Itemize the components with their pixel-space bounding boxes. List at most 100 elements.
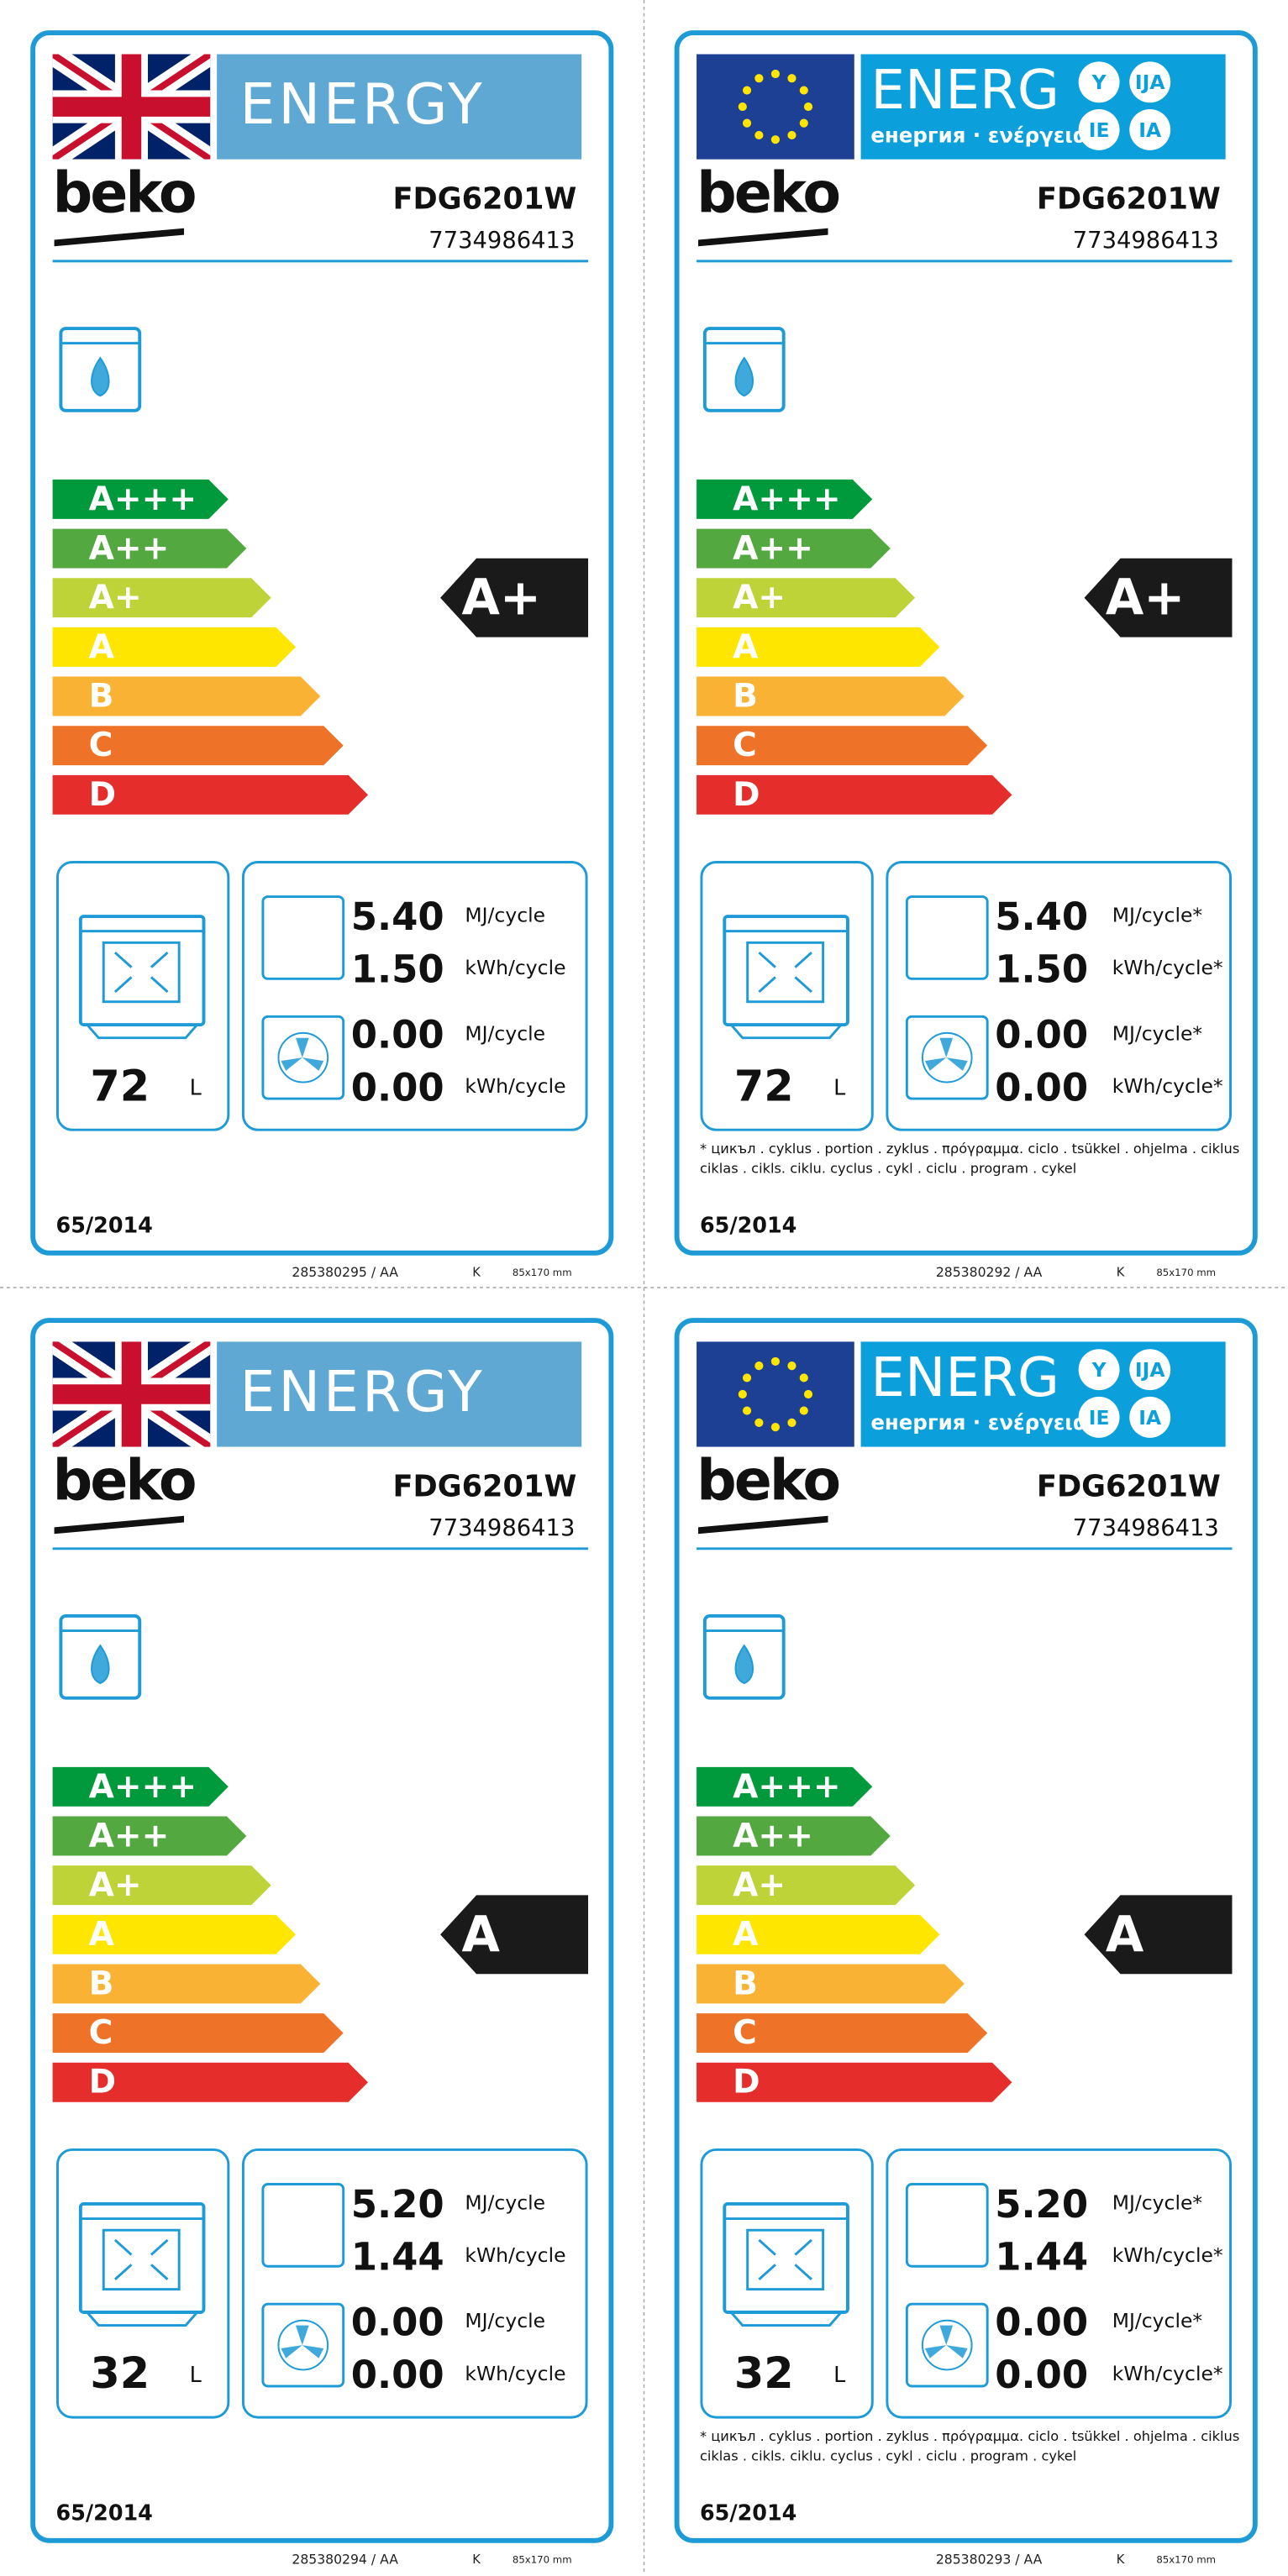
class-label: A [89, 1916, 115, 1954]
brand-underline [698, 1515, 828, 1535]
flag-cross-red [52, 54, 211, 160]
rating-arrow [1084, 1895, 1233, 1975]
class-bar [697, 1914, 940, 1954]
cavity-icon-inner [746, 941, 825, 1004]
eu-star [742, 1373, 752, 1382]
code: 7734986413 [1073, 228, 1219, 254]
brand: beko [697, 160, 839, 226]
consumption-unit: kWh/cycle* [1112, 2243, 1223, 2267]
fan-icon-ring [277, 1031, 329, 1083]
consumption-unit: MJ/cycle* [1112, 1021, 1203, 1045]
language-badge [1129, 1349, 1171, 1391]
cavity-icon-arrows [758, 2238, 812, 2280]
consumption-unit: kWh/cycle* [1112, 2362, 1223, 2385]
brand: beko [53, 1448, 195, 1514]
consumption-value: 0.00 [351, 1013, 444, 1057]
consumption-unit: MJ/cycle* [1112, 2190, 1203, 2214]
fan-icon-ring [277, 2319, 329, 2371]
oven-icon [702, 327, 786, 412]
uk-flag [52, 54, 211, 160]
class-bar [52, 2013, 344, 2054]
regulation: 65/2014 [700, 1213, 796, 1238]
label-border [674, 30, 1258, 1256]
class-label: A++ [733, 1817, 813, 1855]
regulation: 65/2014 [700, 2500, 796, 2525]
class-bar [697, 2013, 988, 2054]
class-bar [52, 1865, 271, 1906]
class-bar [697, 2062, 1012, 2102]
consumption-value: 1.44 [351, 2234, 444, 2279]
consumption-value: 0.00 [995, 1065, 1088, 1110]
class-label: A [89, 628, 115, 666]
class-bar [697, 479, 873, 519]
footer-text: 85x170 mm [513, 1267, 572, 1278]
volume: 32 [90, 2348, 150, 2398]
consumption-box [886, 861, 1232, 1131]
volume-box [56, 861, 230, 1131]
language-badge [1078, 1349, 1120, 1391]
class-bar [52, 676, 321, 716]
consumption-value: 0.00 [995, 1013, 1088, 1057]
consumption-unit: kWh/cycle [465, 2243, 565, 2267]
class-label: B [89, 1965, 114, 2002]
consumption-box [886, 2148, 1232, 2419]
flag-cross-red [52, 1341, 211, 1447]
rating: A+ [1106, 569, 1185, 627]
volume-box [700, 2148, 874, 2419]
class-label: D [733, 776, 760, 814]
footer-text: K [1117, 1265, 1125, 1279]
class-bar [52, 726, 344, 766]
footer-text: K [472, 1265, 481, 1279]
consumption-value: 5.20 [351, 2182, 444, 2227]
flame-icon [91, 356, 110, 397]
consumption-unit: MJ/cycle [465, 1021, 545, 1045]
fan-icon-blades [281, 1037, 324, 1071]
class-label: D [733, 2064, 760, 2101]
volume-unit: L [190, 2362, 202, 2387]
rating-arrow [1084, 558, 1233, 637]
cavity-icon [723, 915, 849, 1027]
language-badge [1078, 61, 1120, 103]
volume: 32 [734, 2348, 794, 2398]
rating: A+ [461, 569, 541, 627]
regulation: 65/2014 [56, 2500, 153, 2525]
class-label: A+ [89, 1866, 142, 1904]
energy-label: ENERGY beko FDG6201W 7734986413 A+++ A++ A+ ABC… [30, 30, 614, 1280]
eu-star [754, 1361, 764, 1371]
class-bar [697, 1964, 965, 2004]
eu-star [754, 1418, 764, 1427]
language-badge [1129, 61, 1171, 103]
footer-text: 285380295 / AA [292, 1264, 398, 1280]
class-label: D [89, 2064, 116, 2101]
consumption-unit: MJ/cycle* [1112, 2309, 1203, 2332]
class-bar [52, 774, 369, 815]
consumption-value: 1.50 [995, 947, 1088, 992]
class-label: D [89, 776, 116, 814]
model: FDG6201W [392, 182, 576, 217]
consumption-unit: MJ/cycle [465, 2309, 545, 2332]
language-badge-text: Y [1091, 1358, 1107, 1382]
header-band [217, 54, 582, 160]
consumption-value: 1.44 [995, 2234, 1088, 2279]
class-label: A [733, 1916, 759, 1954]
consumption-unit: kWh/cycle [465, 956, 565, 979]
consumption-unit: kWh/cycle* [1112, 956, 1223, 979]
fan-icon-ring [921, 2319, 973, 2371]
code: 7734986413 [1073, 1515, 1219, 1541]
class-label: A [733, 628, 759, 666]
language-badge [1129, 109, 1171, 150]
eu-star [754, 130, 764, 140]
class-label: A+ [89, 579, 142, 616]
consumption-value: 0.00 [351, 1065, 444, 1110]
code: 7734986413 [428, 1515, 575, 1541]
oven-icon [59, 327, 142, 412]
class-label: A+ [733, 1866, 786, 1904]
language-badge [1129, 1396, 1171, 1438]
footer-text: 85x170 mm [1156, 1267, 1216, 1278]
volume-unit: L [190, 1074, 202, 1099]
class-label: C [733, 2014, 757, 2052]
eu-star [742, 1406, 752, 1415]
fan-icon-blades [924, 1037, 968, 1071]
class-label: A+++ [89, 480, 197, 518]
